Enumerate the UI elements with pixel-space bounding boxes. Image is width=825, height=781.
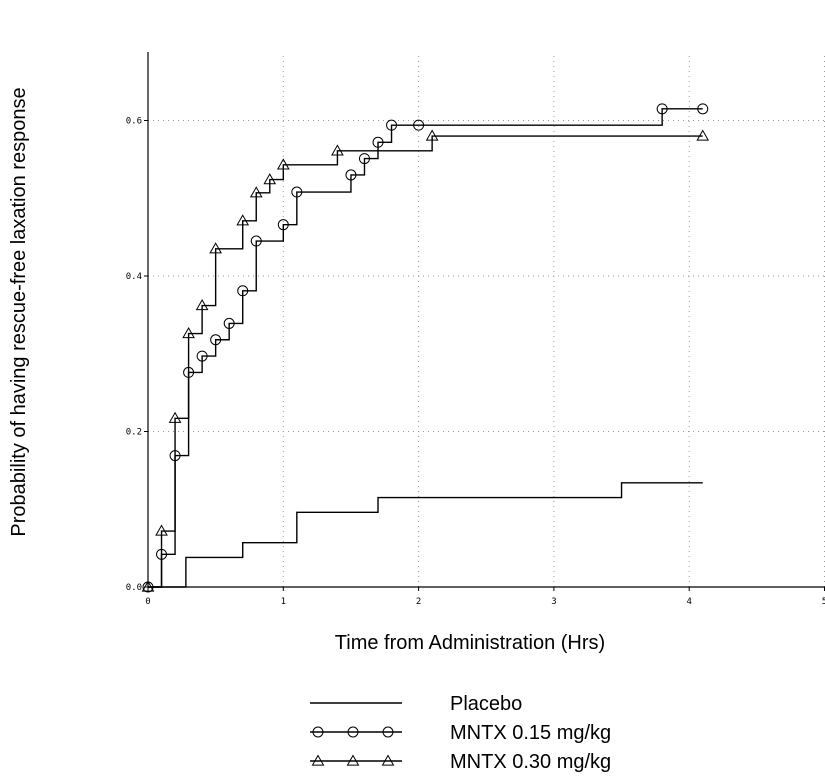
y-tick-labels: 0.0 0.2 0.4 0.6 bbox=[126, 117, 148, 593]
y-tick-label-1: 0.2 bbox=[126, 428, 142, 438]
x-tick-labels: 0 1 2 3 4 5 bbox=[145, 587, 825, 607]
series-line-mntx-015 bbox=[148, 108, 703, 588]
grid-lines bbox=[148, 52, 825, 587]
legend-marker-mntx-030-2 bbox=[381, 754, 395, 766]
marker-mntx-015-12 bbox=[358, 153, 370, 165]
series-line-mntx-030 bbox=[148, 135, 703, 588]
legend-marker-mntx-030-0 bbox=[311, 754, 325, 766]
marker-mntx-030-5 bbox=[209, 242, 223, 254]
legend-marker-mntx-015-0 bbox=[312, 726, 324, 738]
series-line-placebo bbox=[148, 482, 703, 588]
x-tick-label-0: 0 bbox=[145, 597, 150, 607]
legend-marker-mntx-015-2 bbox=[382, 726, 394, 738]
x-tick-label-3: 3 bbox=[551, 597, 556, 607]
y-tick-label-3: 0.6 bbox=[126, 117, 142, 127]
marker-mntx-015-17 bbox=[697, 103, 709, 115]
series-mntx-015 bbox=[142, 103, 709, 593]
marker-mntx-030-4 bbox=[195, 299, 209, 311]
x-tick-label-1: 1 bbox=[281, 597, 286, 607]
marker-mntx-015-5 bbox=[210, 334, 222, 346]
marker-mntx-015-10 bbox=[291, 186, 303, 198]
axes bbox=[147, 52, 825, 588]
marker-mntx-030-12 bbox=[696, 129, 710, 141]
series-mntx-030 bbox=[141, 129, 710, 592]
legend: Placebo MNTX 0.15 mg/kg MNTX 0.30 mg/kg bbox=[310, 693, 611, 773]
marker-mntx-015-6 bbox=[223, 317, 235, 329]
marker-mntx-030-9 bbox=[276, 158, 290, 170]
marker-mntx-015-7 bbox=[237, 285, 249, 297]
marker-mntx-030-7 bbox=[249, 186, 263, 198]
x-tick-label-2: 2 bbox=[416, 597, 421, 607]
legend-item-placebo: Placebo bbox=[310, 693, 522, 715]
series-group bbox=[141, 103, 710, 593]
marker-mntx-030-1 bbox=[155, 524, 168, 536]
legend-marker-mntx-015-1 bbox=[347, 726, 359, 738]
x-tick-label-5: 5 bbox=[822, 597, 825, 607]
y-axis-label: Probability of having rescue-free laxati… bbox=[8, 87, 30, 536]
marker-mntx-015-16 bbox=[656, 103, 668, 115]
marker-mntx-015-14 bbox=[386, 119, 398, 131]
series-placebo bbox=[148, 482, 703, 588]
x-axis-label: Time from Administration (Hrs) bbox=[335, 632, 605, 654]
x-tick-label-4: 4 bbox=[686, 597, 691, 607]
legend-marker-mntx-030-1 bbox=[346, 754, 360, 766]
y-tick-label-2: 0.4 bbox=[126, 272, 142, 282]
legend-label-mntx-030: MNTX 0.30 mg/kg bbox=[450, 751, 611, 773]
legend-label-mntx-015: MNTX 0.15 mg/kg bbox=[450, 722, 611, 744]
legend-item-mntx-030: MNTX 0.30 mg/kg bbox=[310, 751, 611, 773]
marker-mntx-015-11 bbox=[345, 169, 357, 181]
marker-mntx-030-6 bbox=[236, 214, 250, 226]
y-tick-label-0: 0.0 bbox=[126, 583, 142, 593]
marker-mntx-015-13 bbox=[372, 136, 384, 148]
marker-mntx-030-2 bbox=[168, 411, 182, 423]
marker-mntx-030-0 bbox=[141, 580, 155, 592]
marker-mntx-030-11 bbox=[425, 129, 439, 141]
marker-mntx-015-15 bbox=[413, 119, 425, 131]
marker-mntx-030-8 bbox=[263, 173, 277, 185]
legend-label-placebo: Placebo bbox=[450, 693, 522, 715]
marker-mntx-015-9 bbox=[277, 219, 289, 231]
marker-mntx-015-4 bbox=[196, 350, 208, 362]
legend-item-mntx-015: MNTX 0.15 mg/kg bbox=[310, 722, 611, 744]
marker-mntx-030-10 bbox=[331, 144, 344, 156]
marker-mntx-030-3 bbox=[182, 327, 195, 339]
marker-mntx-015-8 bbox=[250, 235, 262, 247]
